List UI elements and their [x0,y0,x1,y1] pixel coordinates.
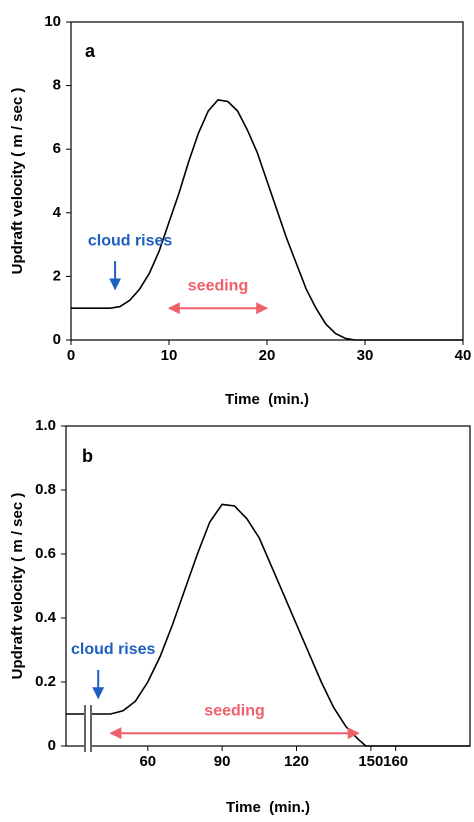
y-tick-label: 4 [53,204,62,221]
y-axis-label: Updraft velocity ( m / sec ) [9,88,26,275]
x-tick-label: 60 [139,753,156,770]
axis-break [84,703,92,753]
line-series [71,99,463,341]
x-tick-label: 150 [358,753,383,770]
x-tick-label: 160 [383,753,408,770]
x-axis-label: Time (min.) [225,391,309,408]
y-tick-label: 0.2 [35,673,56,690]
x-tick-label: 0 [67,347,75,364]
x-tick-label: 90 [214,753,231,770]
y-tick-label: 0.6 [35,545,56,562]
x-tick-label: 30 [357,347,374,364]
annotation-text: cloud rises [88,232,173,249]
annotation-text: seeding [204,702,264,719]
x-tick-label: 20 [259,347,276,364]
panel-label: b [82,446,93,466]
x-tick-label: 10 [161,347,178,364]
y-tick-label: 0.8 [35,481,56,498]
y-tick-label: 8 [53,77,61,94]
line-series [66,503,470,747]
y-axis-label: Updraft velocity ( m / sec ) [9,493,26,680]
annotation-text: cloud rises [71,641,156,658]
y-tick-label: 6 [53,140,61,157]
y-tick-label: 0.4 [35,609,57,626]
panel-label: a [85,41,96,61]
y-tick-label: 1.0 [35,417,56,434]
y-tick-label: 0 [48,737,56,754]
x-tick-label: 40 [455,347,472,364]
plot-frame [65,425,471,747]
y-tick-label: 2 [53,267,61,284]
y-tick-label: 10 [44,13,61,30]
x-tick-label: 120 [284,753,309,770]
y-tick-label: 0 [53,331,61,348]
annotation-text: seeding [188,277,248,294]
x-axis-label: Time (min.) [226,799,310,816]
